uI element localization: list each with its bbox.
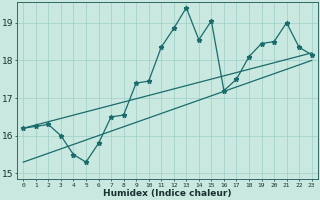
X-axis label: Humidex (Indice chaleur): Humidex (Indice chaleur) (103, 189, 232, 198)
